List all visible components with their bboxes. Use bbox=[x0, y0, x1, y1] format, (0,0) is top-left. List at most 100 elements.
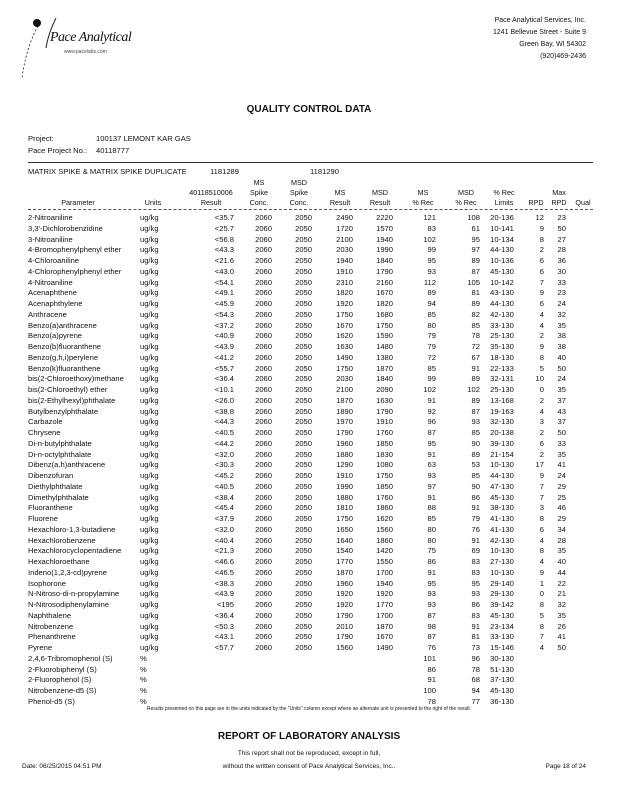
cell-parameter: Phenol-d5 (S) bbox=[28, 696, 75, 706]
cell-result: <36.4 bbox=[214, 610, 234, 620]
cell-limits: 39-130 bbox=[490, 438, 514, 448]
cell-result: <49.1 bbox=[214, 288, 234, 298]
cell-max-rpd: 28 bbox=[557, 535, 566, 545]
cell-ms-result: 1540 bbox=[336, 546, 353, 556]
cell-ms-rec: 97 bbox=[427, 481, 436, 491]
cell-units: % bbox=[140, 696, 147, 706]
cell-rpd: 4 bbox=[539, 320, 544, 330]
cell-ms-result: 2100 bbox=[336, 234, 353, 244]
col-msd-spike: MSD Spike Conc. bbox=[289, 178, 309, 207]
cell-limits: 10-142 bbox=[490, 277, 514, 287]
cell-ms-rec: 94 bbox=[427, 299, 436, 308]
cell-msd-spike: 2050 bbox=[295, 460, 312, 470]
cell-msd-spike: 2050 bbox=[295, 266, 312, 276]
cell-msd-spike: 2050 bbox=[295, 213, 312, 222]
cell-max-rpd: 23 bbox=[557, 213, 566, 222]
cell-msd-rec: 73 bbox=[471, 643, 480, 652]
logo-url: www.pacelabs.com bbox=[64, 49, 107, 55]
col-ms-rec: MS% Rec bbox=[412, 188, 434, 207]
cell-result: <44.2 bbox=[214, 438, 234, 448]
cell-msd-result: 1840 bbox=[376, 374, 393, 384]
cell-result: <45.4 bbox=[214, 503, 234, 513]
cell-msd-result: 1860 bbox=[376, 535, 393, 545]
cell-parameter: Di-n-octylphthalate bbox=[28, 449, 92, 459]
cell-msd-rec: 105 bbox=[467, 277, 480, 287]
report-title: REPORT OF LABORATORY ANALYSIS bbox=[217, 731, 401, 742]
cell-msd-spike: 2050 bbox=[295, 234, 312, 244]
cell-ms-rec: 93 bbox=[427, 589, 436, 599]
table-row: 2-Fluorophenol (S)% 91 68 37-130 bbox=[0, 675, 618, 686]
cell-result: <40.5 bbox=[214, 428, 234, 437]
cell-msd-rec: 67 bbox=[471, 352, 480, 362]
cell-msd-rec: 78 bbox=[471, 331, 480, 341]
cell-limits: 51-130 bbox=[490, 664, 514, 674]
cell-ms-rec: 98 bbox=[427, 621, 436, 631]
col-rpd: RPD bbox=[528, 198, 544, 207]
cell-units: ug/kg bbox=[140, 288, 159, 298]
table-row: Dimethylphthalate ug/kg <38.4 2060 2050 1880 1… bbox=[0, 493, 618, 504]
cell-ms-rec: 91 bbox=[427, 675, 436, 685]
cell-ms-rec: 75 bbox=[427, 546, 436, 556]
cell-msd-rec: 83 bbox=[471, 557, 480, 566]
cell-rpd: 4 bbox=[539, 643, 544, 652]
cell-result: <55.7 bbox=[214, 363, 234, 373]
table-row: N-Nitroso-di-n-propylamine ug/kg <43.9 2060… bbox=[0, 589, 618, 600]
cell-msd-rec: 94 bbox=[471, 686, 480, 695]
cell-units: ug/kg bbox=[140, 481, 159, 491]
col-ms-spike: MS Spike Conc. bbox=[249, 178, 269, 207]
cell-max-rpd: 41 bbox=[557, 632, 566, 642]
cell-msd-rec: 79 bbox=[471, 514, 480, 523]
cell-parameter: Hexachloro-1,3-butadiene bbox=[28, 524, 116, 534]
cell-max-rpd: 24 bbox=[557, 471, 566, 480]
cell-rpd: 10 bbox=[535, 374, 544, 384]
cell-rpd: 6 bbox=[539, 524, 544, 534]
table-row: 2,4,6-Tribromophenol (S)% 101 96 30-130 bbox=[0, 654, 618, 665]
cell-max-rpd: 24 bbox=[557, 299, 566, 308]
cell-msd-rec: 82 bbox=[471, 309, 480, 319]
table-row: bis(2-Chloroethoxy)methane ug/kg <36.4 2060… bbox=[0, 374, 618, 385]
cell-result: <30.3 bbox=[214, 460, 234, 470]
cell-msd-result: 1750 bbox=[376, 471, 393, 480]
table-row: Anthracene ug/kg <54.3 2060 2050 1750 1680 85 82… bbox=[0, 310, 618, 321]
cell-result: <37.2 bbox=[214, 320, 234, 330]
cell-limits: 15-146 bbox=[490, 643, 514, 652]
cell-ms-spike: 2060 bbox=[255, 223, 272, 233]
cell-msd-result: 1700 bbox=[376, 610, 393, 620]
cell-ms-result: 1670 bbox=[336, 320, 353, 330]
cell-msd-spike: 2050 bbox=[295, 567, 312, 577]
cell-msd-rec: 89 bbox=[471, 395, 480, 405]
address-line: 1241 Bellevue Street - Suite 9 bbox=[492, 29, 586, 36]
cell-ms-result: 2490 bbox=[336, 213, 353, 222]
cell-units: ug/kg bbox=[140, 417, 159, 427]
table-row: Diethylphthalate ug/kg <40.5 2060 2050 1990 18… bbox=[0, 482, 618, 493]
cell-msd-rec: 81 bbox=[471, 632, 480, 642]
cell-limits: 29-140 bbox=[490, 578, 514, 588]
cell-msd-result: 1550 bbox=[376, 557, 393, 566]
col-parameter: Parameter bbox=[61, 198, 95, 207]
cell-result: <43.9 bbox=[214, 342, 234, 351]
cell-ms-rec: 102 bbox=[423, 234, 436, 244]
cell-ms-rec: 101 bbox=[423, 653, 436, 663]
cell-result: <38.8 bbox=[214, 406, 234, 416]
cell-ms-result: 1720 bbox=[336, 223, 353, 233]
cell-msd-result: 1840 bbox=[376, 256, 393, 265]
cell-ms-rec: 72 bbox=[427, 352, 436, 362]
cell-ms-result: 2030 bbox=[336, 245, 353, 255]
cell-ms-spike: 2060 bbox=[255, 503, 272, 513]
cell-limits: 27-130 bbox=[490, 557, 514, 566]
cell-parameter: 2-Fluorobiphenyl (S) bbox=[28, 664, 97, 674]
cell-msd-rec: 83 bbox=[471, 610, 480, 620]
table-row: Nitrobenzene ug/kg <50.3 2060 2050 2010 1870 98… bbox=[0, 622, 618, 633]
cell-ms-rec: 91 bbox=[427, 395, 436, 405]
cell-msd-spike: 2050 bbox=[295, 632, 312, 642]
col-ms-result: MS Result bbox=[329, 188, 351, 207]
cell-parameter: 3,3'-Dichlorobenzidine bbox=[28, 223, 103, 233]
table-row: bis(2-Ethylhexyl)phthalate ug/kg <26.0 2060… bbox=[0, 396, 618, 407]
cell-parameter: N-Nitroso-di-n-propylamine bbox=[28, 589, 120, 599]
cell-msd-rec: 89 bbox=[471, 374, 480, 384]
cell-msd-result: 1380 bbox=[376, 352, 393, 362]
cell-result: <50.3 bbox=[214, 621, 234, 631]
cell-limits: 38-130 bbox=[490, 503, 514, 513]
cell-ms-spike: 2060 bbox=[255, 578, 272, 588]
